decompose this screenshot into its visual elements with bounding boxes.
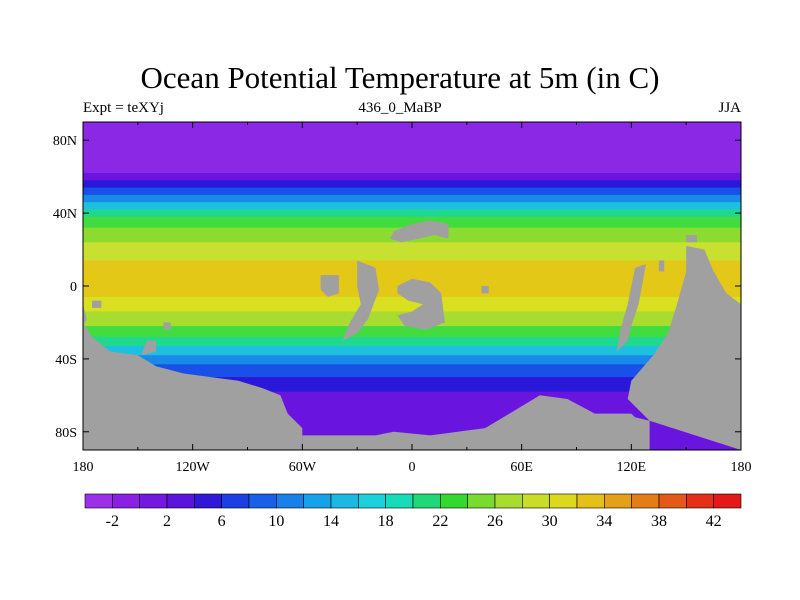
land-mass <box>481 286 489 294</box>
colorbar-box <box>194 493 222 509</box>
temperature-band <box>83 180 741 189</box>
colorbar-box <box>385 493 414 509</box>
land-mass <box>390 220 449 243</box>
lat-tick-label: 40S <box>55 353 77 368</box>
temperature-band <box>83 216 741 229</box>
temperature-band <box>83 364 741 378</box>
land-mass <box>320 275 339 297</box>
lat-tick-label: 40N <box>53 207 77 222</box>
colorbar-label: 2 <box>163 513 171 530</box>
colorbar-box <box>576 493 605 509</box>
colorbar-label: 42 <box>706 513 722 530</box>
lon-tick-label: 60W <box>289 460 317 475</box>
temperature-band <box>83 187 741 196</box>
colorbar-label: 38 <box>651 513 667 530</box>
colorbar-label: 22 <box>432 513 448 530</box>
colorbar-label: 30 <box>542 513 558 530</box>
colorbar-box <box>139 493 168 509</box>
colorbar-box <box>248 493 277 509</box>
colorbar-box <box>412 493 441 509</box>
colorbar-box <box>166 493 195 509</box>
colorbar-label: 6 <box>218 513 226 530</box>
temperature-band <box>83 346 741 356</box>
colorbar-label: 18 <box>378 513 394 530</box>
land-mass <box>83 322 303 450</box>
temperature-band <box>83 296 741 313</box>
lat-tick-label: 80N <box>53 134 77 149</box>
colorbar-label: 34 <box>596 513 612 530</box>
lon-tick-label: 120W <box>176 460 211 475</box>
lon-tick-label: 180 <box>731 460 752 475</box>
colorbar-box <box>549 493 578 509</box>
colorbar-box <box>112 493 140 509</box>
axis-ticks: 180 120W 60W 0 60E 120E 180 80N 40N 0 40S 80S <box>53 122 752 475</box>
lat-tick-label: 80S <box>55 426 77 441</box>
temperature-band <box>83 242 741 261</box>
colorbar-label: 14 <box>323 513 339 530</box>
temperature-band <box>83 209 741 218</box>
experiment-label: Expt = teXYj <box>83 100 164 116</box>
colorbar-box <box>522 493 550 509</box>
temperature-band <box>83 194 741 203</box>
time-label: 436_0_MaBP <box>358 100 442 116</box>
land-mass <box>83 304 87 327</box>
colorbar-box <box>494 493 523 509</box>
colorbar-label: 10 <box>268 513 284 530</box>
temperature-band <box>83 122 741 174</box>
season-label: JJA <box>718 100 741 116</box>
colorbar-box <box>440 493 468 509</box>
colorbar-box <box>658 493 687 509</box>
land-mass <box>141 340 157 356</box>
temperature-band <box>83 337 741 347</box>
temperature-band <box>83 202 741 210</box>
land-mass <box>302 395 650 450</box>
land-mass <box>92 300 102 308</box>
colorbar-box <box>221 493 250 509</box>
temperature-band <box>83 173 741 181</box>
colorbar-label: -2 <box>106 513 119 530</box>
colorbar-box <box>631 493 660 509</box>
land-mass <box>616 264 646 352</box>
colorbar-box <box>467 493 496 509</box>
colorbar: -2 2 6 10 14 18 22 26 30 34 38 42 <box>84 493 742 530</box>
temperature-band <box>83 355 741 365</box>
map-title: Ocean Potential Temperature at 5m (in C) <box>140 60 660 95</box>
land-mass <box>686 235 698 243</box>
colorbar-label: 26 <box>487 513 503 530</box>
colorbar-box <box>713 493 742 509</box>
land-mass <box>342 260 380 341</box>
temperature-band <box>83 326 741 338</box>
lat-tick-label: 0 <box>70 280 77 295</box>
land-mass <box>627 245 741 450</box>
lon-tick-label: 120E <box>617 460 647 475</box>
land-mass <box>163 322 171 330</box>
lon-tick-label: 180 <box>73 460 94 475</box>
colorbar-box <box>604 493 632 509</box>
colorbar-box <box>686 493 714 509</box>
lon-tick-label: 0 <box>409 460 416 475</box>
land-mass <box>397 278 445 330</box>
colorbar-box <box>303 493 332 509</box>
lon-tick-label: 60E <box>510 460 533 475</box>
colorbar-box <box>330 493 359 509</box>
colorbar-box <box>276 493 304 509</box>
land-mass <box>658 260 665 272</box>
colorbar-box <box>84 493 113 509</box>
colorbar-box <box>358 493 386 509</box>
land-masses <box>83 220 741 450</box>
